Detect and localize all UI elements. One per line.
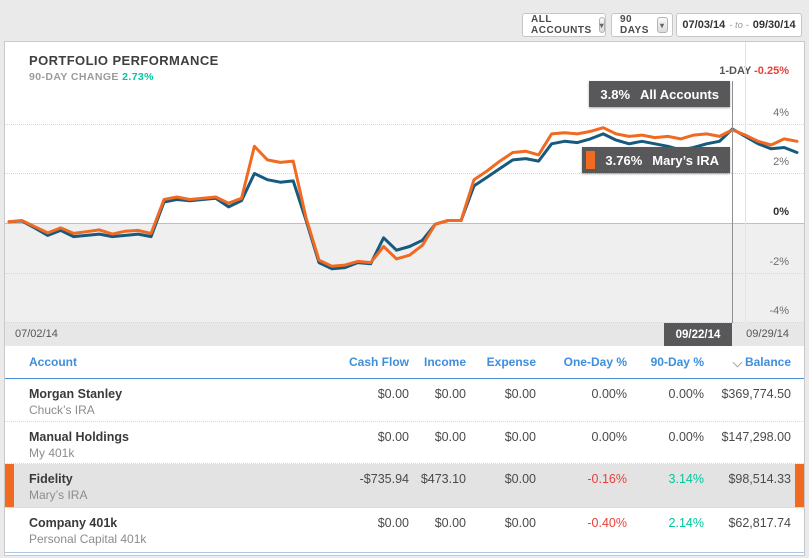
row-accent-right — [795, 464, 804, 507]
gridline-0pct — [5, 223, 804, 224]
accounts-selector[interactable]: ALL ACCOUNTS ▾ — [522, 13, 606, 37]
line-all-accounts — [7, 127, 799, 271]
cell-balance: $98,514.33 — [728, 472, 791, 486]
y-tick-2: 2% — [773, 156, 789, 168]
table-row-company-401k[interactable]: Company 401k Personal Capital 401k $0.00… — [5, 508, 804, 553]
account-name: Manual Holdings — [29, 430, 129, 444]
x-axis-start-date: 07/02/14 — [15, 328, 58, 340]
tooltip-all-accounts: 3.8% All Accounts — [589, 81, 730, 107]
cell-expense: $0.00 — [504, 430, 536, 444]
range-selector[interactable]: 90 DAYS ▾ — [611, 13, 673, 37]
portfolio-card: PORTFOLIO PERFORMANCE 90-DAY CHANGE 2.73… — [4, 41, 805, 556]
crosshair-line — [732, 81, 733, 346]
cell-cash-flow: $0.00 — [377, 430, 409, 444]
cell-cash-flow: $0.00 — [377, 516, 409, 530]
x-axis-end-date: 09/29/14 — [746, 328, 789, 340]
chevron-down-icon[interactable]: ▾ — [598, 17, 606, 33]
cell-ninety-day: 2.14% — [668, 516, 704, 530]
cell-income: $0.00 — [434, 430, 466, 444]
y-tick-neg4: -4% — [769, 305, 789, 317]
one-day-value: -0.25% — [754, 65, 789, 77]
column-header-income[interactable]: Income — [423, 355, 466, 369]
crosshair-date-box: 09/22/14 — [664, 323, 732, 346]
tooltip-all-accounts-value: 3.8% — [600, 86, 631, 102]
tooltip-all-accounts-label: All Accounts — [640, 86, 719, 102]
plot-right-separator — [745, 42, 746, 323]
cell-expense: $0.00 — [504, 516, 536, 530]
table-row-morgan-stanley[interactable]: Morgan Stanley Chuck’s IRA $0.00 $0.00 $… — [5, 379, 804, 422]
one-day-label: 1-DAY — [719, 65, 752, 77]
table-row-fidelity[interactable]: Fidelity Mary’s IRA -$735.94 $473.10 $0.… — [5, 464, 804, 508]
cell-one-day: 0.00% — [591, 387, 627, 401]
line-marys-ira — [7, 126, 799, 268]
gridline-neg2pct — [5, 273, 804, 274]
cell-cash-flow: -$735.94 — [359, 472, 409, 486]
gridline-neg4pct — [5, 322, 804, 323]
cell-income: $0.00 — [434, 387, 466, 401]
marys-ira-swatch — [586, 151, 596, 169]
page-title: PORTFOLIO PERFORMANCE — [29, 53, 219, 68]
crosshair-date: 09/22/14 — [675, 328, 721, 341]
cell-cash-flow: $0.00 — [377, 387, 409, 401]
range-selector-label: 90 DAYS — [620, 14, 649, 36]
y-tick-neg2: -2% — [769, 256, 789, 268]
column-header-ninety-day[interactable]: 90-Day % — [650, 355, 704, 369]
y-tick-0: 0% — [773, 206, 789, 218]
y-tick-4: 4% — [773, 107, 789, 119]
table-header: Account Cash Flow Income Expense One-Day… — [5, 346, 804, 379]
tooltip-marys-ira-value: 3.76% — [605, 152, 643, 168]
account-subname: Mary’s IRA — [29, 488, 88, 502]
account-subname: Personal Capital 401k — [29, 532, 147, 546]
ninety-day-change-label: 90-DAY CHANGE — [29, 71, 119, 83]
row-accent-left — [5, 464, 14, 507]
accounts-selector-label: ALL ACCOUNTS — [531, 14, 592, 36]
cell-balance: $369,774.50 — [721, 387, 791, 401]
cell-balance: $62,817.74 — [728, 516, 791, 530]
gridline-2pct — [5, 173, 804, 174]
cell-one-day: 0.00% — [591, 430, 627, 444]
performance-line-chart[interactable] — [5, 42, 804, 346]
sort-chevron-icon[interactable] — [734, 359, 742, 367]
top-toolbar: ALL ACCOUNTS ▾ 90 DAYS ▾ 07/03/14 - to -… — [0, 0, 809, 41]
column-header-expense[interactable]: Expense — [486, 355, 536, 369]
cell-balance: $147,298.00 — [721, 430, 791, 444]
column-header-balance[interactable]: Balance — [744, 355, 791, 369]
cell-one-day: -0.40% — [587, 516, 627, 530]
x-axis-strip: 07/02/14 09/22/14 09/29/14 — [5, 323, 804, 346]
gridline-4pct — [5, 124, 804, 125]
one-day-change: 1-DAY -0.25% — [719, 65, 789, 77]
account-name: Fidelity — [29, 472, 73, 486]
account-subname: My 401k — [29, 446, 75, 460]
cell-income: $473.10 — [420, 472, 466, 486]
table-bottom-border — [5, 552, 804, 553]
account-subname: Chuck’s IRA — [29, 403, 95, 417]
date-from: 07/03/14 — [682, 19, 726, 31]
cell-expense: $0.00 — [504, 472, 536, 486]
account-name: Morgan Stanley — [29, 387, 123, 401]
column-header-account[interactable]: Account — [29, 355, 77, 369]
cell-expense: $0.00 — [504, 387, 536, 401]
ninety-day-change-value: 2.73% — [122, 71, 154, 83]
table-row-manual-holdings[interactable]: Manual Holdings My 401k $0.00 $0.00 $0.0… — [5, 422, 804, 464]
tooltip-marys-ira: 3.76% Mary’s IRA — [582, 147, 730, 173]
column-header-one-day[interactable]: One-Day % — [563, 355, 627, 369]
date-range-picker[interactable]: 07/03/14 - to - 09/30/14 — [676, 13, 802, 37]
ninety-day-change: 90-DAY CHANGE 2.73% — [29, 71, 154, 83]
column-header-cash-flow[interactable]: Cash Flow — [348, 355, 409, 369]
account-name: Company 401k — [29, 516, 118, 530]
cell-one-day: -0.16% — [587, 472, 627, 486]
cell-income: $0.00 — [434, 516, 466, 530]
date-separator: - to - — [729, 19, 749, 31]
date-to: 09/30/14 — [752, 19, 796, 31]
cell-ninety-day: 0.00% — [668, 387, 704, 401]
tooltip-marys-ira-label: Mary’s IRA — [652, 152, 719, 168]
cell-ninety-day: 3.14% — [668, 472, 704, 486]
chevron-down-icon[interactable]: ▾ — [656, 17, 668, 33]
cell-ninety-day: 0.00% — [668, 430, 704, 444]
